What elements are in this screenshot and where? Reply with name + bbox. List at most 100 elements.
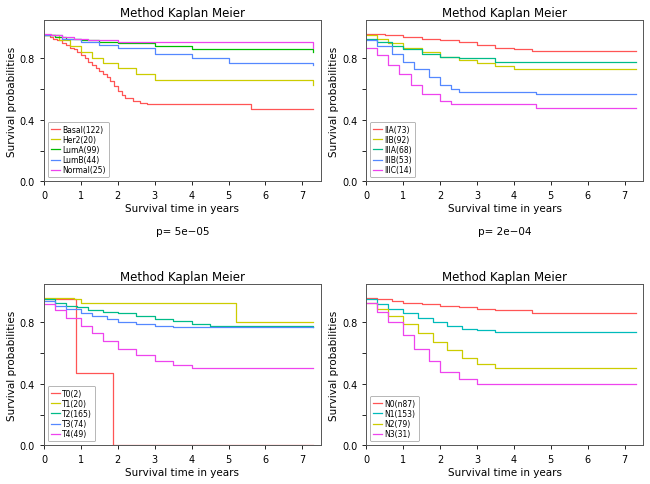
N3(31) (425, 358, 433, 364)
T4(49) (40, 302, 48, 307)
Y-axis label: Survival probabilities: Survival probabilities (7, 310, 17, 420)
IIB(92) (399, 45, 407, 51)
N2(79) (443, 348, 451, 353)
Basal(122) (66, 45, 73, 51)
IIIA(68) (373, 40, 381, 45)
Line: IIA(73): IIA(73) (366, 35, 636, 52)
LumA(99) (151, 44, 159, 50)
N1(153) (632, 329, 640, 335)
IIIC(14) (384, 62, 392, 68)
IIIB(53) (399, 60, 407, 65)
Line: LumA(99): LumA(99) (44, 36, 313, 53)
IIB(92) (362, 33, 370, 39)
Basal(122) (136, 101, 144, 106)
N1(153) (429, 320, 437, 326)
Line: LumB(44): LumB(44) (44, 36, 313, 65)
T1(20) (40, 295, 48, 301)
IIA(73) (528, 49, 536, 55)
T4(49) (309, 366, 317, 372)
T4(49) (114, 346, 122, 352)
Her2(20) (66, 44, 73, 50)
IIA(73) (362, 32, 370, 38)
Normal(25) (84, 38, 92, 44)
Line: IIIC(14): IIIC(14) (366, 48, 636, 108)
Line: IIB(92): IIB(92) (366, 36, 636, 70)
X-axis label: Survival time in years: Survival time in years (448, 467, 562, 477)
N2(79) (414, 331, 422, 336)
N1(153) (473, 328, 481, 333)
IIIB(53) (436, 82, 444, 88)
N3(31) (384, 320, 392, 326)
Basal(122) (129, 99, 136, 105)
T1(20) (309, 320, 317, 326)
Basal(122) (49, 36, 57, 42)
LumB(44) (188, 57, 196, 62)
Normal(25) (47, 33, 55, 39)
LumB(44) (309, 62, 317, 68)
T2(165) (188, 321, 196, 327)
T0(2) (109, 370, 116, 376)
IIB(92) (454, 58, 462, 64)
Line: T3(74): T3(74) (44, 302, 313, 327)
IIIC(14) (436, 99, 444, 105)
T0(2) (109, 442, 116, 448)
Text: p= 5e−05: p= 5e−05 (155, 227, 209, 237)
N3(31) (491, 381, 499, 387)
N3(31) (373, 309, 381, 315)
Basal(122) (77, 53, 85, 59)
T1(20) (70, 297, 77, 302)
IIIA(68) (436, 55, 444, 60)
Normal(25) (114, 40, 122, 45)
Basal(122) (88, 62, 96, 68)
N0(n87) (454, 304, 462, 310)
X-axis label: Survival time in years: Survival time in years (448, 204, 562, 213)
Her2(20) (133, 72, 140, 77)
T2(165) (133, 314, 140, 319)
T3(74) (133, 321, 140, 327)
T4(49) (169, 363, 177, 369)
Her2(20) (40, 33, 48, 39)
N0(n87) (436, 303, 444, 309)
Y-axis label: Survival probabilities: Survival probabilities (329, 46, 339, 156)
IIIC(14) (447, 103, 455, 108)
T3(74) (51, 303, 59, 309)
Her2(20) (88, 57, 96, 62)
IIIA(68) (491, 60, 499, 65)
Her2(20) (55, 38, 62, 44)
Basal(122) (58, 41, 66, 47)
IIIC(14) (532, 106, 540, 111)
N0(n87) (491, 308, 499, 314)
Normal(25) (309, 45, 317, 51)
Legend: IIA(73), IIB(92), IIIA(68), IIIB(53), IIIC(14): IIA(73), IIB(92), IIIA(68), IIIB(53), II… (370, 122, 415, 178)
N3(31) (399, 332, 407, 338)
Line: IIIA(68): IIIA(68) (366, 39, 636, 62)
IIIC(14) (396, 72, 404, 77)
N1(153) (399, 311, 407, 317)
Basal(122) (84, 60, 92, 65)
LumA(99) (96, 40, 103, 45)
IIIB(53) (388, 52, 396, 58)
T3(74) (151, 323, 159, 329)
N0(n87) (418, 302, 426, 307)
LumA(99) (77, 38, 85, 44)
Her2(20) (309, 82, 317, 88)
T1(20) (233, 320, 240, 326)
N2(79) (373, 306, 381, 312)
LumB(44) (225, 61, 233, 67)
Y-axis label: Survival probabilities: Survival probabilities (329, 310, 339, 420)
N1(153) (414, 315, 422, 321)
Legend: T0(2), T1(20), T2(165), T3(74), T4(49): T0(2), T1(20), T2(165), T3(74), T4(49) (48, 386, 96, 441)
Basal(122) (62, 43, 70, 48)
Basal(122) (70, 47, 77, 53)
T4(49) (62, 315, 70, 321)
Legend: Basal(122), Her2(20), LumA(99), LumB(44), Normal(25): Basal(122), Her2(20), LumA(99), LumB(44)… (48, 122, 109, 178)
T3(74) (188, 324, 196, 330)
T4(49) (88, 331, 96, 336)
N0(n87) (388, 299, 396, 304)
IIA(73) (454, 40, 462, 45)
T3(74) (62, 306, 70, 312)
Basal(122) (81, 57, 88, 62)
Line: Basal(122): Basal(122) (44, 36, 313, 110)
IIIB(53) (632, 91, 640, 97)
IIB(92) (510, 67, 518, 73)
